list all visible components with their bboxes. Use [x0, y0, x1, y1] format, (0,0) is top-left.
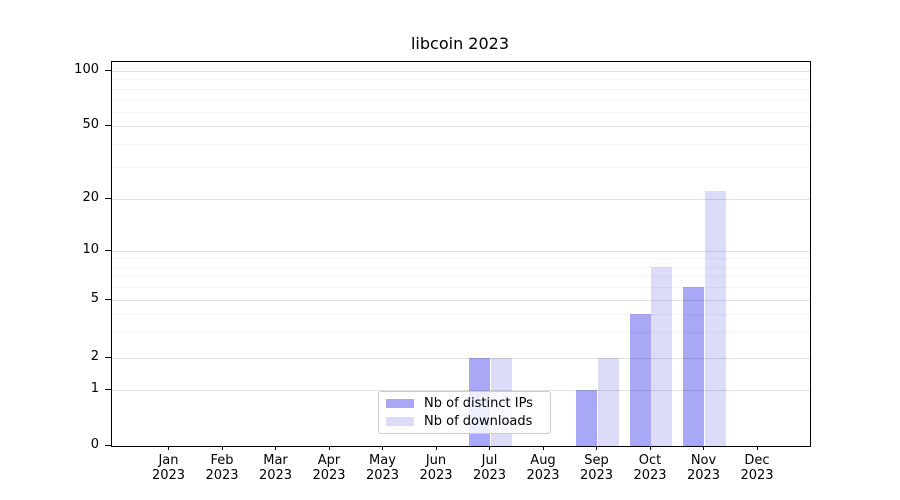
x-tick-month: Dec — [744, 453, 770, 468]
legend-entry: Nb of downloads — [386, 414, 543, 430]
bar-downloads — [704, 191, 726, 446]
gridline-major — [112, 71, 810, 72]
x-tick-year: 2023 — [579, 467, 614, 483]
legend-swatch — [386, 416, 414, 426]
y-tick-label: 20 — [82, 190, 99, 205]
x-tick — [649, 446, 651, 450]
y-tick — [105, 444, 111, 446]
gridline-major — [112, 199, 810, 200]
gridline-minor — [112, 332, 810, 334]
x-tick-year: 2023 — [686, 467, 721, 483]
y-tick-label: 50 — [82, 117, 99, 132]
bar-distinct-ips — [683, 287, 705, 446]
bar-distinct-ips — [576, 390, 598, 446]
y-tick — [105, 197, 111, 199]
x-tick-label: Jun 2023 — [409, 453, 463, 483]
x-tick — [435, 446, 437, 450]
chart-title: libcoin 2023 — [410, 34, 510, 53]
x-tick-year: 2023 — [472, 467, 507, 483]
x-tick-label: Apr 2023 — [302, 453, 356, 483]
x-tick — [542, 446, 544, 450]
gridline-minor — [112, 258, 810, 260]
y-tick-label: 5 — [90, 291, 99, 306]
x-tick-month: May — [369, 453, 396, 468]
x-tick-label: May 2023 — [356, 453, 410, 483]
y-tick-label: 100 — [74, 62, 99, 77]
x-tick — [221, 446, 223, 450]
gridline-major — [112, 390, 810, 391]
x-tick-month: Apr — [317, 453, 341, 468]
plot-area — [111, 61, 811, 447]
gridline-minor — [112, 287, 810, 289]
x-tick-year: 2023 — [526, 467, 560, 483]
gridline-minor — [112, 266, 810, 268]
x-tick — [275, 446, 276, 450]
legend: Nb of distinct IPs Nb of downloads — [378, 391, 551, 434]
bar-distinct-ips — [629, 314, 651, 446]
x-tick-label: Aug 2023 — [516, 453, 570, 483]
x-tick — [596, 446, 597, 450]
y-tick — [105, 124, 111, 126]
y-tick-label: 0 — [90, 437, 99, 452]
x-tick-year: 2023 — [365, 467, 400, 483]
x-tick — [168, 446, 169, 450]
y-tick — [105, 298, 111, 300]
x-tick-label: Sep 2023 — [570, 453, 624, 483]
x-tick-label: Jan 2023 — [142, 453, 196, 483]
x-tick-month: Mar — [263, 453, 288, 468]
gridline-minor — [112, 276, 810, 278]
gridline-major — [112, 251, 810, 252]
y-tick-label: 1 — [90, 381, 99, 396]
y-tick-label: 10 — [82, 242, 99, 257]
x-tick-year: 2023 — [258, 467, 293, 483]
x-tick-label: Oct 2023 — [623, 453, 677, 483]
y-tick-label: 2 — [90, 349, 99, 364]
x-tick-year: 2023 — [740, 467, 774, 483]
gridline-minor — [112, 99, 810, 101]
x-tick — [756, 446, 758, 450]
gridline-minor — [112, 79, 810, 81]
y-tick — [105, 356, 111, 358]
legend-entry-label: Nb of distinct IPs — [424, 396, 533, 412]
x-tick-month: Nov — [690, 453, 717, 468]
x-tick-label: Jul 2023 — [463, 453, 517, 483]
gridline-minor — [112, 111, 810, 113]
x-tick-month: Jan — [158, 453, 179, 468]
legend-entry: Nb of distinct IPs — [386, 396, 543, 412]
y-tick — [105, 388, 111, 390]
x-tick — [328, 446, 330, 450]
x-tick-month: Aug — [530, 453, 556, 468]
legend-entry-label: Nb of downloads — [424, 413, 533, 429]
gridline-minor — [112, 314, 810, 316]
x-tick-label: Mar 2023 — [249, 453, 303, 483]
x-tick-year: 2023 — [633, 467, 667, 483]
x-tick-label: Dec 2023 — [730, 453, 784, 483]
gridline-minor — [112, 88, 810, 90]
x-tick-year: 2023 — [151, 467, 186, 483]
y-tick — [105, 249, 111, 251]
x-tick-month: Jun — [425, 453, 447, 468]
x-tick-label: Feb 2023 — [195, 453, 249, 483]
gridline-minor — [112, 166, 810, 168]
x-tick-year: 2023 — [419, 467, 453, 483]
bar-downloads — [597, 358, 619, 446]
x-tick-month: Jul — [481, 453, 498, 468]
x-tick — [489, 446, 490, 450]
bar-downloads — [651, 266, 673, 446]
x-tick — [382, 446, 383, 450]
gridline-major — [112, 126, 810, 127]
x-tick-month: Sep — [584, 453, 609, 468]
x-tick-label: Nov 2023 — [677, 453, 731, 483]
gridline-major — [112, 358, 810, 359]
x-tick-month: Feb — [210, 453, 234, 468]
x-tick-month: Oct — [638, 453, 662, 468]
gridline-major — [112, 300, 810, 301]
x-tick — [703, 446, 704, 450]
x-tick-year: 2023 — [312, 467, 346, 483]
x-tick-year: 2023 — [205, 467, 239, 483]
gridline-minor — [112, 143, 810, 145]
y-tick — [105, 69, 111, 71]
legend-swatch — [386, 399, 414, 409]
